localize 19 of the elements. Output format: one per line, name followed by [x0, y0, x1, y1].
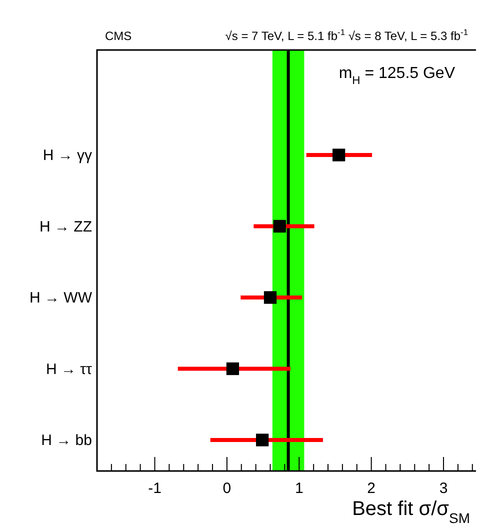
x-tick-label: 2 [367, 480, 376, 497]
text: m$_{H}$ = 125.5 GeV [338, 65, 456, 87]
x-tick-label: 1 [294, 480, 304, 497]
x-axis-title: Best fit σ/σ$_{SM}$ [352, 498, 470, 526]
point [332, 148, 346, 162]
x-tick-label: -1 [148, 480, 162, 497]
y-tick-label: H → bb [41, 432, 92, 449]
y-tick-label: H → WW [30, 290, 93, 306]
y-tick-label: H → ZZ [40, 218, 92, 236]
x-tick-label: 3 [439, 480, 448, 497]
chart-title: CMS [105, 29, 132, 43]
point [264, 291, 277, 304]
point [256, 434, 269, 446]
y-tick-label: H → ττ [46, 360, 92, 378]
point [226, 362, 240, 376]
y-tick-label: H → γγ [42, 147, 92, 164]
x-tick-label: 0 [222, 480, 232, 497]
chart-subtitle: √s = 7 TeV, L = 5.1 fb$^{-1}$ √s = 8 TeV, L = 5.3 fb$^{-1}$ [225, 27, 468, 43]
point [273, 220, 286, 233]
